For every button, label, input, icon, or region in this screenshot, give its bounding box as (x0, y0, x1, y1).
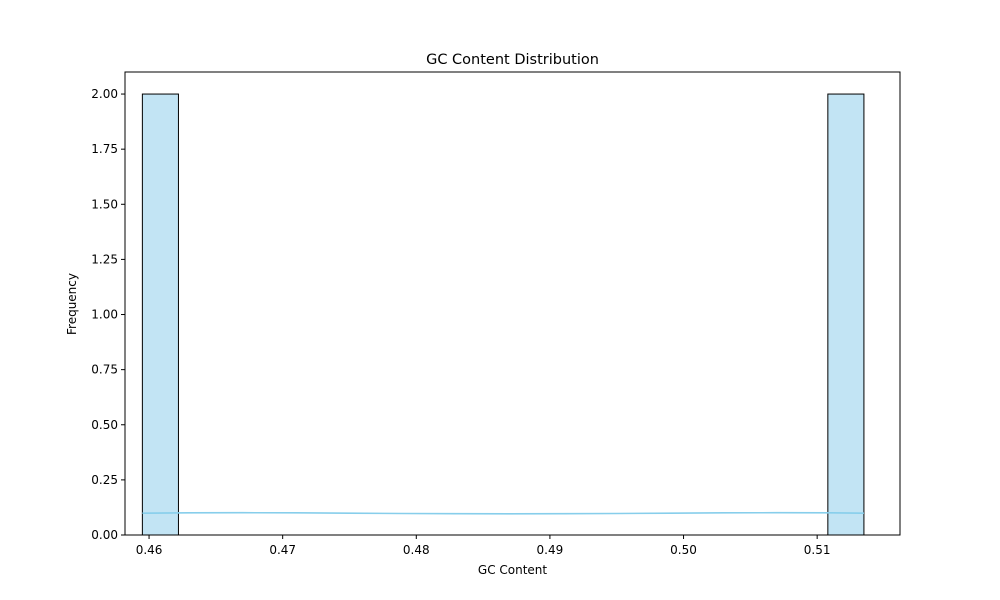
y-tick-label: 0.00 (91, 528, 118, 542)
x-tick-label: 0.48 (403, 543, 430, 557)
x-axis-label: GC Content (478, 563, 548, 577)
kde-line (142, 511, 864, 515)
x-tick-label: 0.51 (804, 543, 831, 557)
x-tick-label: 0.46 (136, 543, 163, 557)
y-tick-label: 0.25 (91, 473, 118, 487)
histogram-bars (141, 93, 865, 536)
y-axis-ticks: 0.00 0.25 0.50 0.75 1.00 1.25 1.50 1.75 2.00 (91, 87, 125, 542)
y-tick-label: 1.25 (91, 252, 118, 266)
y-tick-label: 1.50 (91, 197, 118, 211)
kde-curve-group (142, 511, 864, 515)
y-axis-label: Frequency (65, 273, 79, 335)
histogram-bar-2 (827, 93, 865, 536)
plot-frame (124, 71, 901, 536)
chart-title: GC Content Distribution (426, 52, 599, 68)
x-tick-label: 0.47 (269, 543, 296, 557)
y-tick-label: 0.50 (91, 418, 118, 432)
x-axis-ticks: 0.46 0.47 0.48 0.49 0.50 0.51 (136, 535, 831, 557)
y-tick-label: 2.00 (91, 87, 118, 101)
y-tick-label: 0.75 (91, 363, 118, 377)
y-tick-label: 1.75 (91, 142, 118, 156)
x-tick-label: 0.50 (670, 543, 697, 557)
histogram-bar-1 (141, 93, 179, 536)
y-tick-label: 1.00 (91, 308, 118, 322)
x-tick-label: 0.49 (537, 543, 564, 557)
